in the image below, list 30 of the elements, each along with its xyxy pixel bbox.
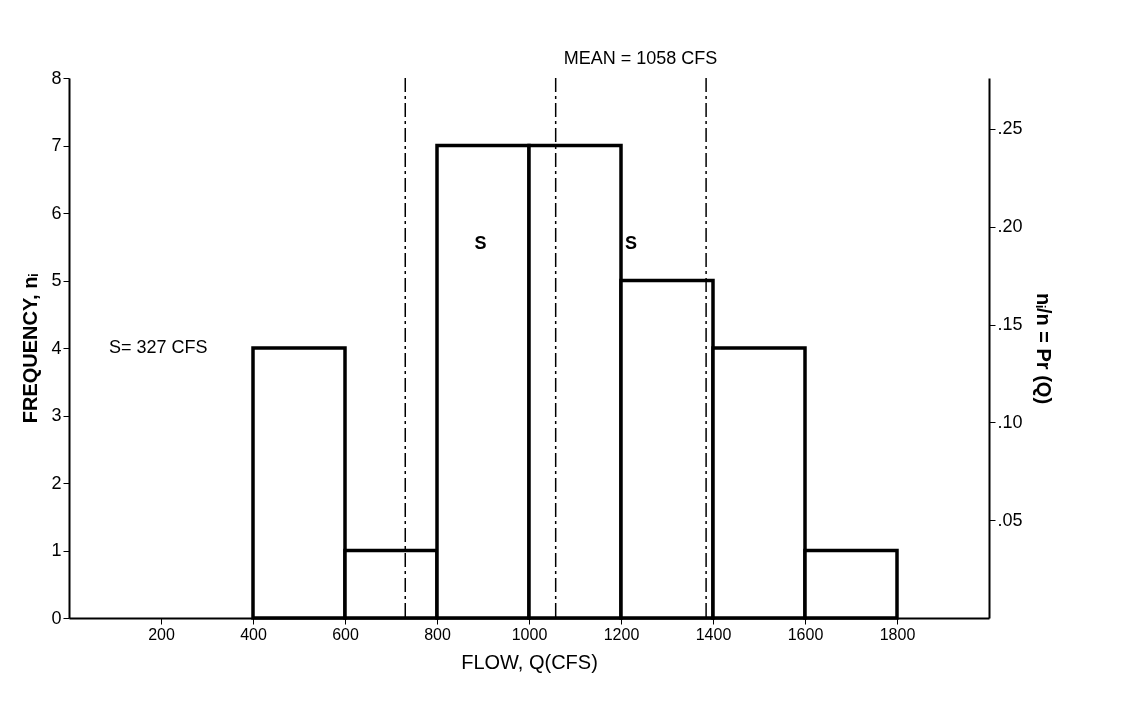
x-tick-label: 1800 [879, 625, 916, 643]
x-tick-label: 600 [332, 625, 359, 643]
y2-axis-title: nᵢ/n = Pr (Q) [1032, 292, 1055, 405]
y-axis-title: FREQUENCY, nᵢ [19, 273, 42, 424]
y2-tick-label: .05 [997, 509, 1023, 530]
y-tick-label: 0 [51, 607, 62, 628]
x-tick-label: 800 [424, 625, 451, 643]
y-tick-label: 7 [51, 135, 62, 155]
x-tick-label: 1000 [511, 625, 548, 643]
y-tick-label: 1 [51, 540, 62, 560]
y2-tick-label: .15 [997, 314, 1023, 335]
y-tick-label: 6 [51, 202, 62, 223]
y-tick-label: 5 [51, 270, 62, 290]
x-tick-label: 400 [240, 625, 267, 643]
y2-tick-label: .10 [997, 411, 1023, 432]
y2-tick-label: .20 [997, 216, 1023, 237]
x-tick-label: 1600 [787, 625, 824, 643]
annotation: S [624, 233, 637, 253]
y-tick-label: 2 [51, 472, 62, 493]
y-tick-label: 4 [51, 337, 62, 358]
x-tick-label: 1200 [603, 625, 640, 643]
y-tick-label: 3 [51, 405, 62, 425]
ref-line-label: MEAN = 1058 CFS [563, 48, 718, 68]
x-tick-label: 200 [148, 625, 175, 643]
annotation: S= 327 CFS [109, 337, 208, 357]
y2-tick-label: .25 [997, 118, 1023, 139]
annotation: S [474, 233, 487, 253]
y-tick-label: 8 [51, 67, 62, 88]
x-axis-title: FLOW, Q(CFS) [461, 650, 598, 673]
x-tick-label: 1400 [695, 625, 732, 643]
